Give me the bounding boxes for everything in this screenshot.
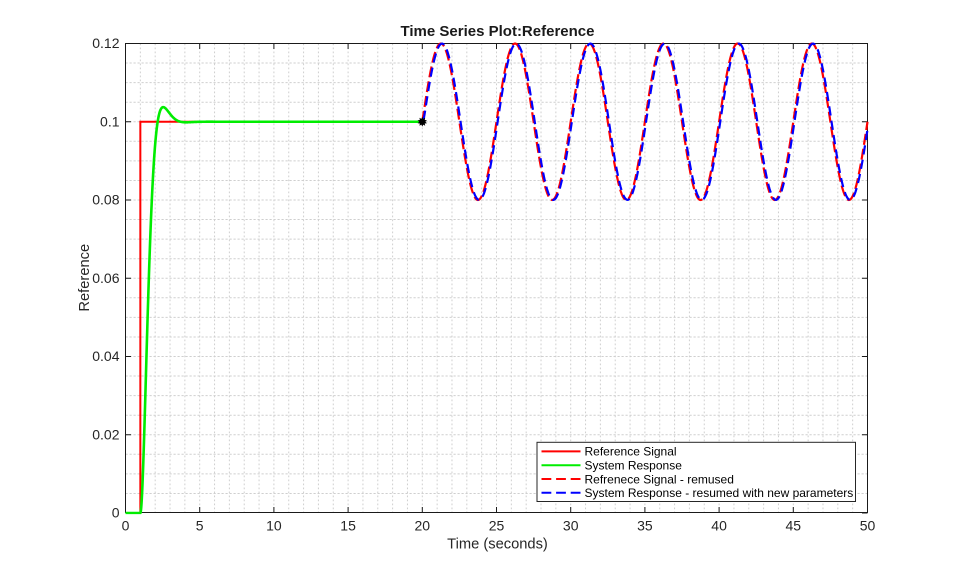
svg-text:0: 0 <box>112 505 120 521</box>
svg-text:System Response - resumed with: System Response - resumed with new param… <box>585 486 854 500</box>
svg-text:0: 0 <box>122 518 130 534</box>
svg-text:0.1: 0.1 <box>100 113 120 129</box>
svg-text:20: 20 <box>415 518 431 534</box>
svg-text:0.06: 0.06 <box>92 270 119 286</box>
svg-text:0.12: 0.12 <box>92 35 119 51</box>
svg-text:15: 15 <box>340 518 356 534</box>
svg-text:50: 50 <box>860 518 876 534</box>
svg-text:35: 35 <box>637 518 653 534</box>
svg-text:Time Series Plot:Reference: Time Series Plot:Reference <box>401 23 595 40</box>
svg-text:0.04: 0.04 <box>92 348 119 364</box>
svg-text:0.02: 0.02 <box>92 426 119 442</box>
svg-text:30: 30 <box>563 518 579 534</box>
svg-text:0.08: 0.08 <box>92 192 119 208</box>
svg-text:Reference: Reference <box>77 244 93 312</box>
svg-text:Time (seconds): Time (seconds) <box>447 537 548 553</box>
svg-text:Reference Signal: Reference Signal <box>585 445 677 459</box>
svg-text:Refrenece Signal - remused: Refrenece Signal - remused <box>585 472 734 486</box>
svg-text:25: 25 <box>489 518 505 534</box>
svg-text:5: 5 <box>196 518 204 534</box>
svg-text:45: 45 <box>786 518 802 534</box>
svg-text:10: 10 <box>266 518 282 534</box>
svg-text:System Response: System Response <box>585 459 683 473</box>
svg-text:40: 40 <box>711 518 727 534</box>
